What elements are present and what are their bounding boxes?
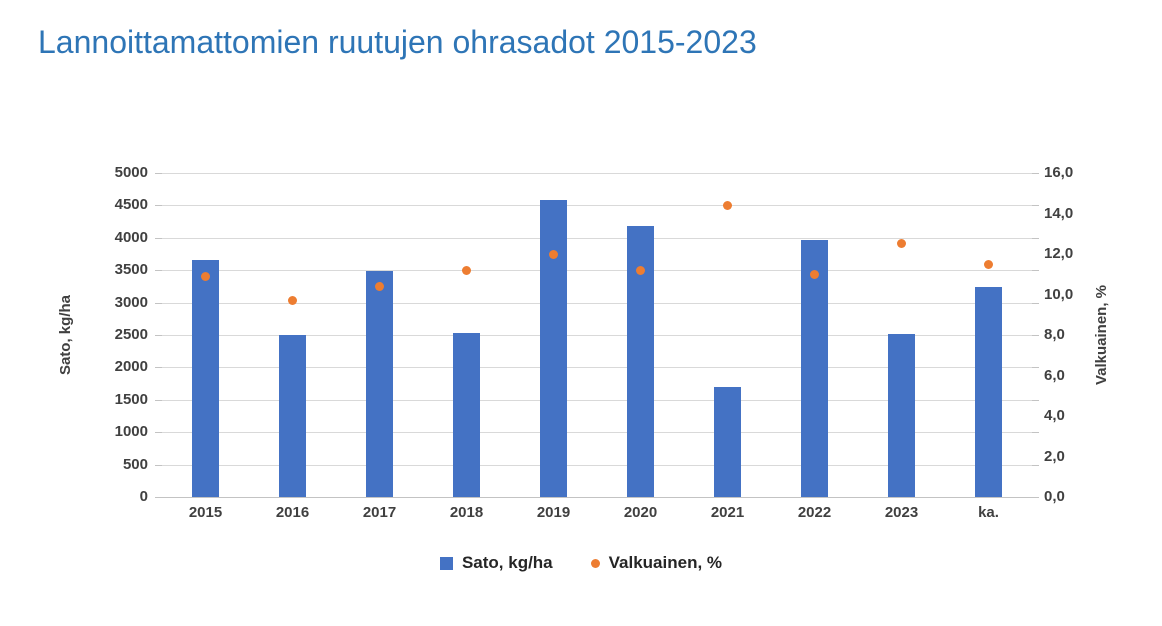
y-axis-right-tick-2,0: 2,0 xyxy=(1044,448,1065,465)
gridline-2500 xyxy=(162,335,1032,336)
right-tick-mark-4500 xyxy=(1032,205,1039,206)
y-axis-left-tick-4500: 4500 xyxy=(114,196,148,213)
x-axis-label-2021: 2021 xyxy=(710,504,745,521)
y-axis-left-tick-3000: 3000 xyxy=(114,294,148,311)
y-axis-right-tick-10,0: 10,0 xyxy=(1044,286,1074,303)
left-tick-mark-2500 xyxy=(155,335,162,336)
y-axis-left-tick-0: 0 xyxy=(139,488,148,505)
right-axis-title-text: Valkuainen, % xyxy=(1092,284,1110,386)
legend-item-sato: Sato, kg/ha xyxy=(439,553,553,573)
y-axis-right-tick-0,0: 0,0 xyxy=(1044,488,1065,505)
y-axis-right-tick-6,0: 6,0 xyxy=(1044,367,1065,384)
y-axis-right-tick-12,0: 12,0 xyxy=(1044,245,1074,262)
bar-2015 xyxy=(192,260,219,497)
point-2021 xyxy=(723,201,732,210)
bar-2017 xyxy=(366,271,393,497)
y-axis-left-tick-2500: 2500 xyxy=(114,326,148,343)
right-tick-mark-0 xyxy=(1032,497,1039,498)
y-axis-left-tick-5000: 5000 xyxy=(114,164,148,181)
left-tick-mark-3000 xyxy=(155,303,162,304)
gridline-1500 xyxy=(162,400,1032,401)
point-2015 xyxy=(201,272,210,281)
x-axis-label-2018: 2018 xyxy=(449,504,484,521)
point-ka. xyxy=(984,260,993,269)
x-axis-label-2015: 2015 xyxy=(188,504,223,521)
y-axis-left-tick-2000: 2000 xyxy=(114,358,148,375)
y-axis-left-tick-3500: 3500 xyxy=(114,261,148,278)
left-tick-mark-3500 xyxy=(155,270,162,271)
bar-2019 xyxy=(540,200,567,497)
x-axis-label-2017: 2017 xyxy=(362,504,397,521)
y-axis-left-tick-1000: 1000 xyxy=(114,423,148,440)
x-axis-label-2023: 2023 xyxy=(884,504,919,521)
y-axis-right-tick-16,0: 16,0 xyxy=(1044,164,1074,181)
point-2016 xyxy=(288,296,297,305)
point-2018 xyxy=(462,266,471,275)
left-tick-mark-4000 xyxy=(155,238,162,239)
left-tick-mark-500 xyxy=(155,465,162,466)
point-2017 xyxy=(375,282,384,291)
left-tick-mark-4500 xyxy=(155,205,162,206)
bar-2022 xyxy=(801,240,828,497)
right-tick-mark-1000 xyxy=(1032,432,1039,433)
point-2022 xyxy=(810,270,819,279)
right-tick-mark-1500 xyxy=(1032,400,1039,401)
left-tick-mark-5000 xyxy=(155,173,162,174)
legend-label-sato: Sato, kg/ha xyxy=(461,553,553,572)
right-tick-mark-3000 xyxy=(1032,303,1039,304)
legend-label-valkuainen: Valkuainen, % xyxy=(608,553,723,572)
bar-ka. xyxy=(975,287,1002,497)
x-axis-label-2022: 2022 xyxy=(797,504,832,521)
bar-2018 xyxy=(453,333,480,497)
chart-title: Lannoittamattomien ruutujen ohrasadot 20… xyxy=(38,24,757,60)
gridline-5000 xyxy=(162,173,1032,174)
left-tick-mark-1500 xyxy=(155,400,162,401)
y-axis-right-tick-4,0: 4,0 xyxy=(1044,407,1065,424)
bar-series-swatch-icon xyxy=(439,556,453,570)
legend: Sato, kg/ha Valkuainen, % xyxy=(0,553,1162,573)
left-tick-mark-0 xyxy=(155,497,162,498)
bar-2023 xyxy=(888,334,915,497)
x-axis-label-2016: 2016 xyxy=(275,504,310,521)
right-tick-mark-5000 xyxy=(1032,173,1039,174)
gridline-4000 xyxy=(162,238,1032,239)
bar-2016 xyxy=(279,335,306,497)
point-2020 xyxy=(636,266,645,275)
y-axis-left-tick-4000: 4000 xyxy=(114,229,148,246)
gridline-3500 xyxy=(162,270,1032,271)
y-axis-right-tick-14,0: 14,0 xyxy=(1044,205,1074,222)
gridline-500 xyxy=(162,465,1032,466)
right-tick-mark-2500 xyxy=(1032,335,1039,336)
right-tick-mark-3500 xyxy=(1032,270,1039,271)
point-2019 xyxy=(549,250,558,259)
y-axis-left-tick-500: 500 xyxy=(122,456,148,473)
bar-2021 xyxy=(714,387,741,497)
x-axis-label-ka.: ka. xyxy=(978,504,999,521)
right-axis-title: Valkuainen, % xyxy=(1088,173,1114,497)
x-axis-line xyxy=(162,497,1032,498)
gridline-2000 xyxy=(162,367,1032,368)
legend-item-valkuainen: Valkuainen, % xyxy=(590,553,723,573)
gridline-1000 xyxy=(162,432,1032,433)
point-2023 xyxy=(897,239,906,248)
scatter-series-swatch-icon xyxy=(590,558,600,568)
x-axis-label-2019: 2019 xyxy=(536,504,571,521)
right-tick-mark-2000 xyxy=(1032,367,1039,368)
gridline-4500 xyxy=(162,205,1032,206)
x-axis-label-2020: 2020 xyxy=(623,504,658,521)
gridline-3000 xyxy=(162,303,1032,304)
y-axis-left-tick-1500: 1500 xyxy=(114,391,148,408)
right-tick-mark-500 xyxy=(1032,465,1039,466)
y-axis-right-tick-8,0: 8,0 xyxy=(1044,326,1065,343)
right-tick-mark-4000 xyxy=(1032,238,1039,239)
left-tick-mark-1000 xyxy=(155,432,162,433)
left-tick-mark-2000 xyxy=(155,367,162,368)
